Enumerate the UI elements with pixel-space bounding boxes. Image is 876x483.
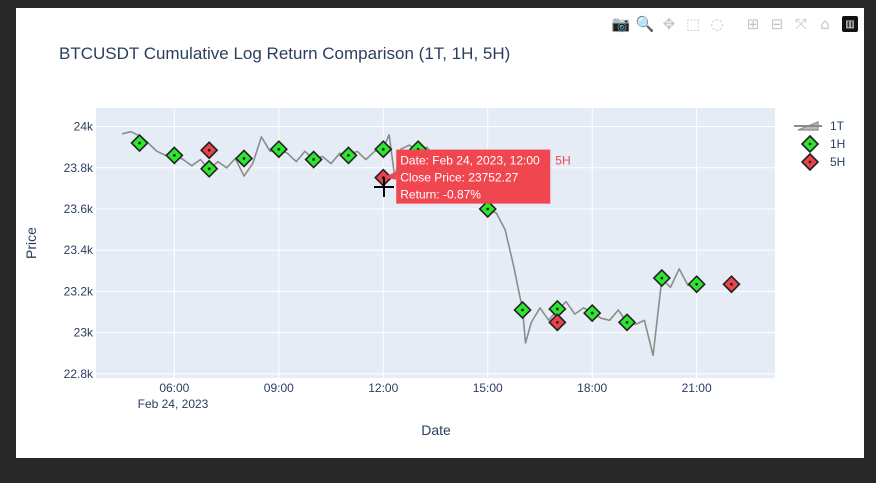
x-axis-date-label: Feb 24, 2023 <box>138 397 209 411</box>
legend-label-1t: 1T <box>830 119 845 133</box>
reset-axes-icon[interactable]: ⌂ <box>820 15 830 33</box>
pan-icon[interactable]: ✥ <box>662 15 676 33</box>
camera-icon[interactable]: 📷 <box>611 15 631 33</box>
zoom-out-icon[interactable]: ⊟ <box>770 15 784 33</box>
series-layer <box>121 130 741 357</box>
series-1h-marker-dot <box>172 154 176 157</box>
series-1h-marker <box>130 133 149 153</box>
series-5h-marker-dot <box>555 320 559 324</box>
legend-item-1t: 1T <box>794 119 845 133</box>
series-1h-marker-dot <box>138 141 141 145</box>
chart-canvas[interactable]: BTCUSDT Cumulative Log Return Comparison… <box>16 8 864 458</box>
series-1h-marker-dot <box>312 158 316 161</box>
series-5h-marker-dot <box>730 282 733 286</box>
x-tick-label: 09:00 <box>264 381 294 395</box>
series-1h-marker <box>478 199 497 219</box>
plotly-logo-icon[interactable]: ▥ <box>842 16 858 32</box>
legend-label-1h: 1H <box>830 137 845 151</box>
plot-area[interactable] <box>96 108 775 378</box>
series-5h-marker-dot <box>207 148 211 152</box>
chart-title: BTCUSDT Cumulative Log Return Comparison… <box>59 44 510 63</box>
y-tick-label: 23.6k <box>64 202 94 216</box>
series-1h-marker-dot <box>381 147 385 151</box>
series-1h-marker <box>165 146 184 165</box>
series-1h-marker-dot <box>486 207 490 211</box>
tooltip-box <box>396 149 551 204</box>
y-axis-ticks: 22.8k 23k 23.2k 23.4k 23.6k 23.8k 24k <box>64 120 94 381</box>
series-1h-marker <box>234 149 254 168</box>
series-1h-marker <box>304 150 323 169</box>
series-1h-marker-dot <box>347 154 350 157</box>
legend[interactable]: 1T 1H 5H <box>794 119 845 172</box>
series-1h-marker <box>583 303 602 323</box>
legend-swatch-1h-dot <box>808 142 812 146</box>
series-1h-marker <box>652 268 671 288</box>
hover-tooltip: Date: Feb 24, 2023, 12:00 Close Price: 23… <box>383 149 571 204</box>
series-1h-marker <box>617 313 637 332</box>
series-1h-marker-dot <box>207 167 211 171</box>
series-1h-marker-dot <box>660 276 664 280</box>
series-1h-marker-dot <box>625 320 629 324</box>
series-1h-marker <box>269 140 288 159</box>
series-1h-marker-dot <box>590 311 594 315</box>
tooltip-line: Close Price: 23752.27 <box>400 171 518 185</box>
series-1h-marker <box>687 275 706 294</box>
y-axis-title: Price <box>23 227 39 259</box>
series-1h-marker-dot <box>695 282 699 286</box>
x-tick-label: 06:00 <box>159 381 189 395</box>
autoscale-icon[interactable]: ⤧ <box>794 15 807 33</box>
series-1h-marker <box>374 140 393 159</box>
series-5h-marker <box>548 313 567 332</box>
lasso-select-icon[interactable]: ◌ <box>710 15 724 33</box>
zoom-icon[interactable]: 🔍 <box>635 15 655 33</box>
legend-swatch-5h <box>800 152 820 172</box>
series-1h-marker <box>513 300 532 320</box>
tooltip-pointer <box>383 171 397 180</box>
series-1h-marker-dot <box>521 308 524 312</box>
box-select-icon[interactable]: ⬚ <box>685 15 701 33</box>
x-axis-title: Date <box>421 422 451 438</box>
y-tick-label: 23.4k <box>64 243 94 257</box>
crosshair-cursor-icon <box>374 177 394 197</box>
x-tick-label: 21:00 <box>682 381 712 395</box>
legend-swatch-5h-dot <box>808 160 812 164</box>
zoom-in-icon[interactable]: ⊞ <box>746 15 760 33</box>
legend-swatch-1h <box>800 134 820 154</box>
x-tick-label: 12:00 <box>368 381 398 395</box>
series-1h-marker-dot <box>242 157 246 160</box>
legend-item-1h: 1H <box>800 134 845 154</box>
y-tick-label: 24k <box>74 120 94 134</box>
y-tick-label: 22.8k <box>64 367 94 381</box>
series-1h-marker-dot <box>277 147 281 151</box>
modebar-toolbar: 📷 🔍 ✥ ⬚ ◌ ⊞ ⊟ ⤧ ⌂ ▥ <box>610 13 858 35</box>
series-5h-marker <box>200 141 219 160</box>
chart-frame: BTCUSDT Cumulative Log Return Comparison… <box>16 8 864 458</box>
tooltip-series-label: 5H <box>555 154 570 168</box>
legend-item-5h: 5H <box>800 152 845 172</box>
series-5h-marker <box>722 275 741 294</box>
y-tick-label: 23k <box>74 326 94 340</box>
tooltip-line: Return: -0.87% <box>400 188 481 202</box>
x-tick-label: 15:00 <box>473 381 503 395</box>
x-axis-ticks: 06:00 09:00 12:00 15:00 18:00 21:00 <box>159 381 712 395</box>
legend-label-5h: 5H <box>830 155 845 169</box>
series-1h-marker <box>339 146 358 165</box>
series-1h-marker <box>200 159 219 178</box>
y-tick-label: 23.2k <box>64 284 94 298</box>
tooltip-line: Date: Feb 24, 2023, 12:00 <box>400 154 540 168</box>
x-tick-label: 18:00 <box>577 381 607 395</box>
y-tick-label: 23.8k <box>64 161 94 175</box>
series-1h-marker-dot <box>555 307 559 311</box>
